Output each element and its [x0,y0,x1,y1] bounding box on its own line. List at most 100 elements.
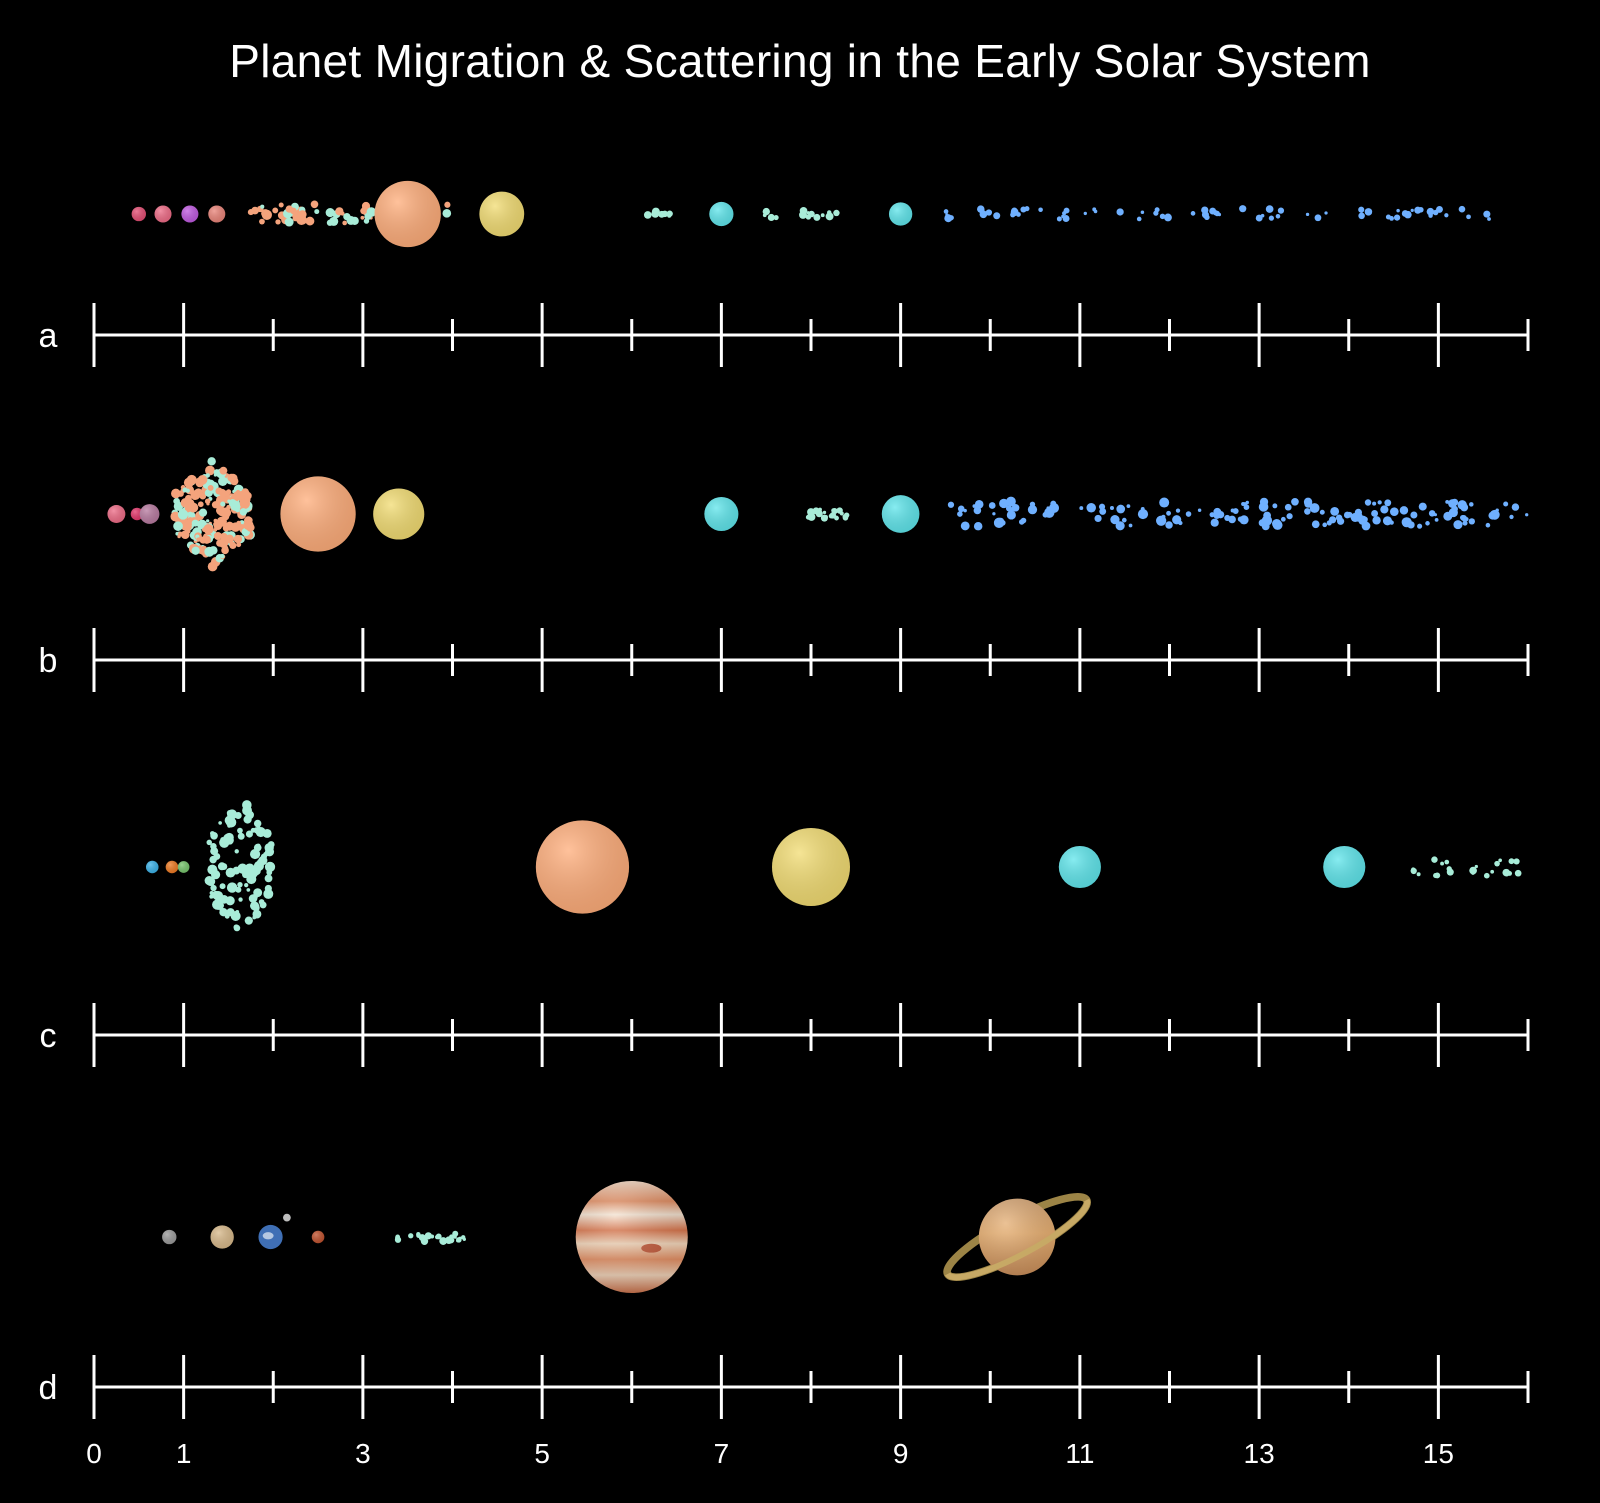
planetesimal [1110,515,1120,525]
planetesimal [210,884,217,892]
planetesimal [298,210,307,219]
planetesimal [1330,506,1340,516]
planetesimal [310,200,319,209]
axis-tick-label: 5 [534,1438,550,1469]
planetesimal [191,519,199,527]
planetesimal [292,215,298,222]
rocky-planet [165,860,179,874]
rocky-planet-shade [130,507,144,521]
ice-giant [888,202,913,226]
planetesimal [253,819,262,828]
planetesimal [807,508,815,516]
planetesimal [836,507,843,514]
planetesimal [1393,214,1401,221]
planetesimal [239,508,248,516]
planetesimal [235,886,242,893]
planetesimal [267,841,275,848]
planetesimal [1514,869,1522,877]
planetesimal [1178,520,1183,526]
planetesimal [434,1234,440,1240]
planetesimal [290,207,297,215]
rocky-planet-shade [208,205,226,223]
axis-tick-label: 9 [893,1438,909,1469]
planetesimal [1431,856,1438,863]
planetesimal [225,867,236,878]
planetesimal [1389,520,1394,525]
planetesimal [1280,516,1286,522]
gas-giant-shade [535,820,630,914]
planetesimal [278,202,284,208]
planetesimal [258,899,265,905]
ice-giant-shade [881,495,920,533]
planetesimal [1483,210,1491,218]
rocky-planet-shade [181,205,199,223]
panel-label: b [39,642,58,680]
planetesimal [298,216,307,225]
planetesimal [973,521,983,531]
planetesimal [1399,506,1409,515]
planetesimal [326,210,330,215]
planetesimal [1488,511,1497,520]
rocky-planet [208,205,226,223]
planetesimal [993,212,1001,220]
rocky-planet [107,505,126,523]
saturn-shade [978,1198,1056,1276]
planetesimal [220,553,225,559]
planetesimal [1426,207,1435,216]
planetesimal [224,534,234,544]
planetesimal [974,500,984,509]
planetesimal [213,521,219,527]
planetesimal [1494,860,1500,867]
planetesimal [1126,504,1131,509]
planetesimal [1445,499,1450,504]
planetesimal [1140,507,1145,511]
planetesimal [227,823,232,828]
planetesimal [234,812,242,820]
planetesimal-belt [1410,856,1522,879]
planetesimal [202,527,207,533]
planetesimal [1210,518,1219,527]
earth-clouds [262,1232,274,1240]
planetesimal [1304,499,1313,508]
planetesimal [253,860,264,871]
planetesimal [1284,503,1292,511]
planetesimal [1503,501,1509,507]
planetesimal [259,218,265,225]
earth-icon [258,1213,291,1250]
planetesimal [207,457,216,466]
planetesimal [222,524,230,532]
gas-giant-shade [772,828,850,906]
planetesimal [1389,216,1394,221]
planetesimal [1311,520,1320,529]
planetesimal [206,519,210,523]
planetesimal [253,888,263,898]
panel-d: d0 1 3 5 7 9 11 13 15 [39,1180,1530,1469]
planetesimal [1458,205,1466,213]
planet-shade [162,1229,177,1245]
planetesimal [1485,522,1491,528]
planetesimal [1396,208,1400,213]
planetesimal [1407,521,1415,529]
planetesimal [442,209,452,218]
gas-giant [374,180,441,248]
planetesimal [230,522,241,532]
planetesimal [1371,510,1379,517]
planetesimal [170,511,181,522]
planetesimal [244,916,253,925]
planetesimal [1460,503,1469,512]
planetesimal [947,501,955,508]
planetesimal [1255,214,1263,222]
planetesimal [1272,520,1283,530]
planetesimal [250,902,258,910]
planetesimal [210,831,218,840]
planetesimal [828,513,834,519]
planetesimal [418,1234,426,1241]
ice-giant [1058,845,1101,889]
planetesimal [202,535,211,544]
planetesimal [960,521,970,531]
axis-tick-label: 0 [86,1438,102,1469]
planetesimal [1483,872,1490,879]
planetesimal [1440,861,1444,866]
planetesimal [1364,208,1373,216]
